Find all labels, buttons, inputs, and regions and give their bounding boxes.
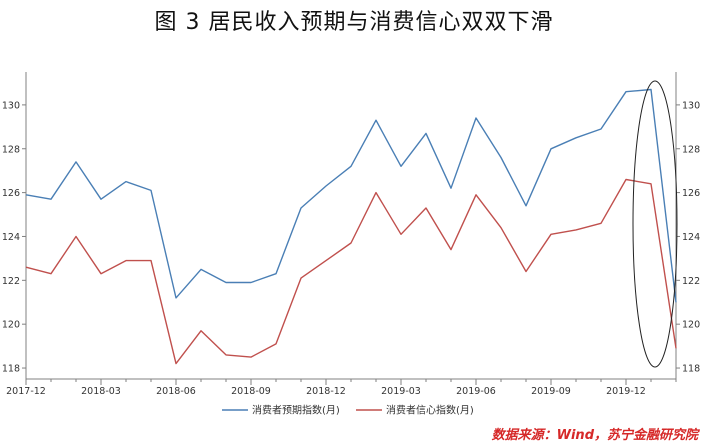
source-note: 数据来源：Wind，苏宁金融研究院 xyxy=(491,428,698,443)
y-tick-label-right: 124 xyxy=(682,232,700,243)
x-tick-label: 2019-09 xyxy=(531,386,571,397)
legend-label-1: 消费者预期指数(月) xyxy=(252,404,340,417)
x-tick-label: 2019-03 xyxy=(381,386,421,397)
y-tick-label-right: 126 xyxy=(682,188,700,199)
x-tick-label: 2018-06 xyxy=(156,386,196,397)
y-tick-label-left: 118 xyxy=(2,364,20,375)
x-tick-label: 2018-12 xyxy=(306,386,346,397)
y-tick-label-right: 128 xyxy=(682,144,700,155)
y-tick-label-left: 130 xyxy=(2,100,20,111)
y-tick-label-left: 122 xyxy=(2,276,20,287)
x-tick-label: 2018-09 xyxy=(231,386,271,397)
highlight-ellipse xyxy=(632,80,678,368)
x-tick-label: 2019-12 xyxy=(606,386,646,397)
y-tick-label-left: 120 xyxy=(2,320,20,331)
y-tick-label-left: 126 xyxy=(2,188,20,199)
y-tick-label-left: 128 xyxy=(2,144,20,155)
series-line-2 xyxy=(25,178,677,365)
y-tick-label-right: 120 xyxy=(682,320,700,331)
x-tick-label: 2018-03 xyxy=(81,386,121,397)
y-tick-label-right: 122 xyxy=(682,276,700,287)
series-line-1 xyxy=(25,88,677,303)
x-tick-label: 2019-06 xyxy=(456,386,496,397)
y-tick-label-right: 118 xyxy=(682,364,700,375)
y-tick-label-left: 124 xyxy=(2,232,20,243)
chart-title: 图 3 居民收入预期与消费信心双双下滑 xyxy=(154,10,554,35)
y-tick-label-right: 130 xyxy=(682,100,700,111)
legend-label-2: 消费者信心指数(月) xyxy=(386,404,474,417)
x-tick-label: 2017-12 xyxy=(6,386,46,397)
